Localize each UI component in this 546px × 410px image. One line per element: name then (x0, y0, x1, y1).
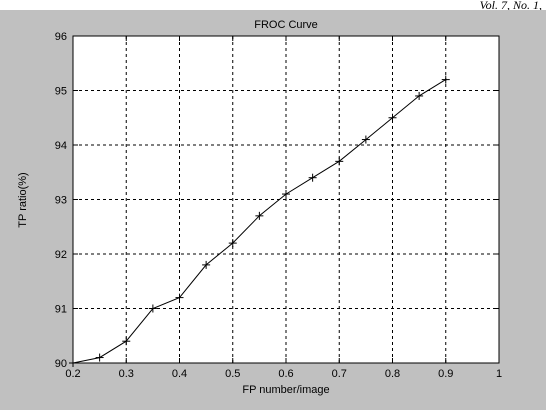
y-tick-label: 95 (55, 86, 67, 98)
x-tick-label: 0.5 (225, 368, 240, 380)
x-tick-label: 0.7 (332, 368, 347, 380)
data-point-marker (122, 337, 131, 346)
data-point-marker (308, 173, 317, 182)
y-tick-label: 92 (55, 249, 67, 261)
x-tick-label: 0.8 (385, 368, 400, 380)
data-point-marker (335, 157, 344, 166)
data-point-marker (175, 293, 184, 302)
data-point-marker (228, 239, 237, 248)
grid-lines (73, 36, 499, 363)
y-axis-label: TP ratio(%) (17, 172, 29, 227)
data-point-marker (95, 353, 104, 362)
x-tick-label: 1 (496, 368, 502, 380)
data-point-marker (441, 75, 450, 84)
x-tick-labels: 0.2 0.3 0.4 0.5 0.6 0.7 0.8 0.9 1 (65, 368, 502, 380)
data-point-marker (148, 304, 157, 313)
series-markers (69, 75, 450, 367)
y-tick-label: 94 (55, 140, 67, 152)
y-tick-label: 96 (55, 31, 67, 43)
data-point-marker (202, 260, 211, 269)
chart-title: FROC Curve (254, 19, 318, 31)
x-axis-label: FP number/image (242, 384, 329, 396)
y-tick-label: 90 (55, 358, 67, 370)
x-tick-label: 0.3 (119, 368, 134, 380)
data-point-marker (415, 91, 424, 100)
y-tick-label: 93 (55, 195, 67, 207)
y-tick-label: 91 (55, 304, 67, 316)
figure-window: 0.2 0.3 0.4 0.5 0.6 0.7 0.8 0.9 1 90 91 92 93 94 95 96… (0, 10, 546, 410)
data-point-marker (282, 190, 290, 199)
x-tick-label: 0.2 (65, 368, 80, 380)
froc-chart: 0.2 0.3 0.4 0.5 0.6 0.7 0.8 0.9 1 90 91 92 93 94 95 96… (17, 19, 502, 396)
tick-marks (72, 35, 500, 364)
x-tick-label: 0.9 (438, 368, 453, 380)
page-header-text: Vol. 7, No. 1, (479, 0, 542, 12)
x-tick-label: 0.4 (172, 368, 187, 380)
data-point-marker (69, 359, 77, 367)
data-point-marker (388, 113, 397, 122)
y-tick-labels: 90 91 92 93 94 95 96 (55, 31, 67, 370)
data-point-marker (361, 135, 370, 144)
data-point-marker (255, 211, 264, 220)
x-tick-label: 0.6 (278, 368, 293, 380)
